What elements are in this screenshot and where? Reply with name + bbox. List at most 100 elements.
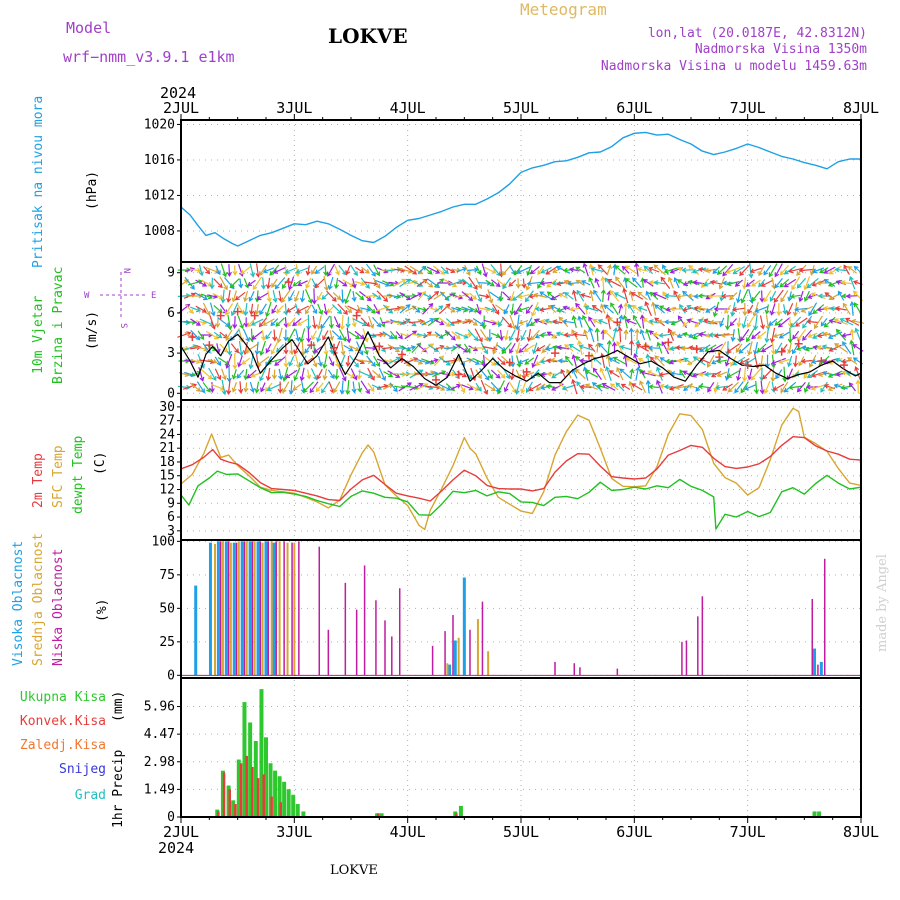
wind-arrow — [334, 369, 340, 381]
wind-arrow — [616, 366, 624, 381]
wind-arrow — [526, 329, 532, 343]
wind-arrow — [317, 355, 323, 368]
wind-arrow — [422, 384, 434, 391]
wind-arrow — [806, 277, 819, 289]
precip-conv-bar — [256, 778, 260, 817]
wind-arrow — [475, 369, 482, 380]
wind-tick-label: 9 — [167, 266, 175, 281]
wind-arrow — [340, 341, 346, 356]
wind-arrow — [190, 358, 201, 364]
wind-arrow — [274, 277, 286, 290]
wind-arrow — [539, 291, 554, 301]
x-label-bottom: 4JUL — [390, 823, 426, 841]
cloud-bar — [227, 541, 230, 676]
wind-arrow — [835, 328, 847, 341]
wind-arrow — [209, 277, 215, 290]
wind-arrow — [518, 343, 529, 354]
wind-arrow — [623, 329, 629, 340]
wind-arrow — [284, 266, 298, 274]
wind-arrow — [344, 288, 352, 305]
wind-arrow — [314, 278, 326, 289]
wind-arrow — [502, 277, 512, 290]
wind-gust-marker — [613, 318, 622, 327]
wind-arrow — [277, 381, 283, 394]
wind-arrow — [427, 344, 440, 352]
x-label-top: 3JUL — [276, 99, 312, 117]
wind-arrow — [746, 328, 755, 343]
wind-arrow — [356, 341, 364, 356]
wind-arrow — [213, 331, 223, 339]
wind-arrow — [525, 304, 533, 315]
wind-arrow — [580, 293, 592, 298]
wind-arrow — [409, 382, 424, 391]
wind-arrow — [582, 314, 590, 329]
wind-arrow — [782, 304, 788, 315]
cloud-bar — [391, 636, 393, 676]
wind-arrow — [781, 344, 788, 353]
wind-arrow — [339, 380, 345, 395]
wind-arrow — [840, 384, 853, 390]
wind-arrow — [259, 340, 266, 357]
wind-arrow — [378, 367, 387, 382]
wind-arrow — [568, 343, 581, 352]
wind-arrow — [817, 293, 830, 299]
wind-arrow — [726, 343, 740, 353]
wind-arrow — [849, 339, 855, 356]
wind-arrow — [311, 288, 317, 305]
wind-arrow — [323, 264, 329, 277]
wind-arrow — [316, 315, 322, 330]
wind-arrow — [599, 367, 607, 380]
wind-arrow — [310, 368, 318, 381]
wind-arrow — [628, 303, 635, 314]
cloud-bar — [327, 629, 330, 676]
precip-total-bar — [253, 741, 258, 817]
wind-gust-marker — [840, 361, 848, 370]
wind-arrow — [639, 314, 645, 329]
wind-arrow — [217, 317, 231, 327]
precip-total-bar — [248, 722, 253, 817]
wind-arrow — [236, 303, 245, 315]
wind-arrow — [612, 327, 618, 342]
wind-arrow — [769, 290, 777, 302]
wind-arrow — [246, 369, 257, 379]
wind-arrow — [283, 303, 289, 316]
wind-arrow — [236, 369, 245, 379]
wind-arrow — [300, 341, 306, 357]
wind-arrow — [540, 266, 552, 274]
cloud-bar — [398, 588, 401, 676]
wind-arrow — [230, 343, 240, 354]
wind-arrow — [386, 356, 401, 365]
wind-arrow — [220, 289, 226, 304]
wind-arrow — [366, 355, 376, 367]
wind-arrow — [334, 265, 340, 276]
wind-arrow — [237, 355, 243, 368]
wind-arrow — [698, 384, 712, 390]
wind-arrow — [569, 306, 580, 312]
wind-arrow — [461, 291, 474, 302]
wind-arrow — [265, 343, 272, 354]
wind-arrow — [549, 357, 565, 363]
wind-arrow — [686, 304, 701, 313]
wind-arrow — [346, 327, 352, 344]
wind-arrow — [260, 277, 266, 290]
wind-arrow — [306, 328, 312, 343]
wind-arrow — [422, 302, 434, 315]
wind-arrow — [229, 278, 240, 289]
wind-arrow — [725, 266, 741, 274]
wind-arrow — [265, 301, 272, 318]
wind-arrow — [571, 289, 577, 302]
wind-arrow — [475, 382, 482, 392]
pressure-tick-label: 1020 — [144, 117, 175, 132]
credit-watermark: made by Angel — [875, 554, 890, 652]
wind-arrow — [351, 278, 357, 289]
cloud-bar — [375, 600, 377, 676]
wind-arrow — [455, 343, 469, 353]
cloud-bar — [291, 542, 293, 676]
wind-arrow — [724, 368, 730, 381]
wind-arrow — [262, 318, 275, 326]
wind-arrow — [497, 357, 506, 366]
wind-arrow — [823, 266, 836, 274]
product-title: Meteogram — [520, 0, 607, 19]
wind-arrow — [433, 355, 445, 367]
cloud-bar — [685, 640, 688, 676]
